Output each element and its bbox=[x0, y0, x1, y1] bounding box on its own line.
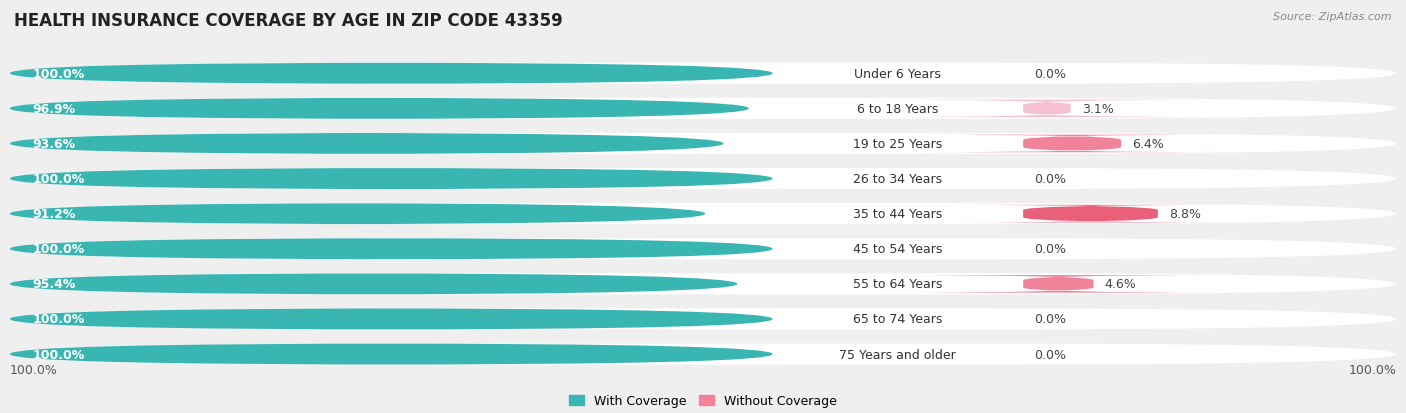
Text: 100.0%: 100.0% bbox=[32, 68, 84, 81]
Text: 35 to 44 Years: 35 to 44 Years bbox=[853, 208, 942, 221]
FancyBboxPatch shape bbox=[10, 274, 1396, 294]
Text: 0.0%: 0.0% bbox=[1035, 173, 1066, 185]
FancyBboxPatch shape bbox=[10, 204, 1396, 225]
FancyBboxPatch shape bbox=[10, 239, 773, 260]
Text: 3.1%: 3.1% bbox=[1081, 102, 1114, 116]
Text: 0.0%: 0.0% bbox=[1035, 243, 1066, 256]
FancyBboxPatch shape bbox=[10, 169, 773, 190]
Text: 8.8%: 8.8% bbox=[1168, 208, 1201, 221]
Text: Under 6 Years: Under 6 Years bbox=[855, 68, 941, 81]
Text: 100.0%: 100.0% bbox=[1348, 363, 1396, 376]
FancyBboxPatch shape bbox=[10, 99, 749, 120]
Text: 0.0%: 0.0% bbox=[1035, 313, 1066, 326]
Text: 55 to 64 Years: 55 to 64 Years bbox=[853, 278, 942, 291]
Text: 91.2%: 91.2% bbox=[32, 208, 76, 221]
Text: 95.4%: 95.4% bbox=[32, 278, 76, 291]
Text: 75 Years and older: 75 Years and older bbox=[839, 348, 956, 361]
Text: 0.0%: 0.0% bbox=[1035, 348, 1066, 361]
Text: 93.6%: 93.6% bbox=[32, 138, 75, 151]
FancyBboxPatch shape bbox=[884, 275, 1232, 293]
Text: Source: ZipAtlas.com: Source: ZipAtlas.com bbox=[1274, 12, 1392, 22]
FancyBboxPatch shape bbox=[10, 99, 1396, 120]
Text: 45 to 54 Years: 45 to 54 Years bbox=[853, 243, 942, 256]
FancyBboxPatch shape bbox=[10, 133, 1396, 154]
Text: 100.0%: 100.0% bbox=[32, 348, 84, 361]
FancyBboxPatch shape bbox=[10, 309, 773, 330]
Legend: With Coverage, Without Coverage: With Coverage, Without Coverage bbox=[569, 394, 837, 407]
FancyBboxPatch shape bbox=[10, 344, 1396, 365]
Text: 26 to 34 Years: 26 to 34 Years bbox=[853, 173, 942, 185]
Text: 96.9%: 96.9% bbox=[32, 102, 75, 116]
Text: HEALTH INSURANCE COVERAGE BY AGE IN ZIP CODE 43359: HEALTH INSURANCE COVERAGE BY AGE IN ZIP … bbox=[14, 12, 562, 30]
FancyBboxPatch shape bbox=[10, 133, 724, 154]
Text: 100.0%: 100.0% bbox=[32, 243, 84, 256]
FancyBboxPatch shape bbox=[10, 344, 773, 365]
FancyBboxPatch shape bbox=[10, 204, 706, 225]
Text: 100.0%: 100.0% bbox=[10, 363, 58, 376]
FancyBboxPatch shape bbox=[862, 100, 1232, 118]
Text: 4.6%: 4.6% bbox=[1105, 278, 1136, 291]
Text: 19 to 25 Years: 19 to 25 Years bbox=[853, 138, 942, 151]
FancyBboxPatch shape bbox=[10, 309, 1396, 330]
FancyBboxPatch shape bbox=[10, 64, 1396, 85]
FancyBboxPatch shape bbox=[10, 239, 1396, 260]
FancyBboxPatch shape bbox=[10, 64, 773, 85]
FancyBboxPatch shape bbox=[10, 169, 1396, 190]
FancyBboxPatch shape bbox=[949, 205, 1232, 223]
Text: 65 to 74 Years: 65 to 74 Years bbox=[853, 313, 942, 326]
Text: 100.0%: 100.0% bbox=[32, 313, 84, 326]
Text: 6 to 18 Years: 6 to 18 Years bbox=[858, 102, 939, 116]
FancyBboxPatch shape bbox=[912, 135, 1232, 153]
FancyBboxPatch shape bbox=[10, 274, 737, 294]
Text: 0.0%: 0.0% bbox=[1035, 68, 1066, 81]
Text: 6.4%: 6.4% bbox=[1132, 138, 1164, 151]
Text: 100.0%: 100.0% bbox=[32, 173, 84, 185]
